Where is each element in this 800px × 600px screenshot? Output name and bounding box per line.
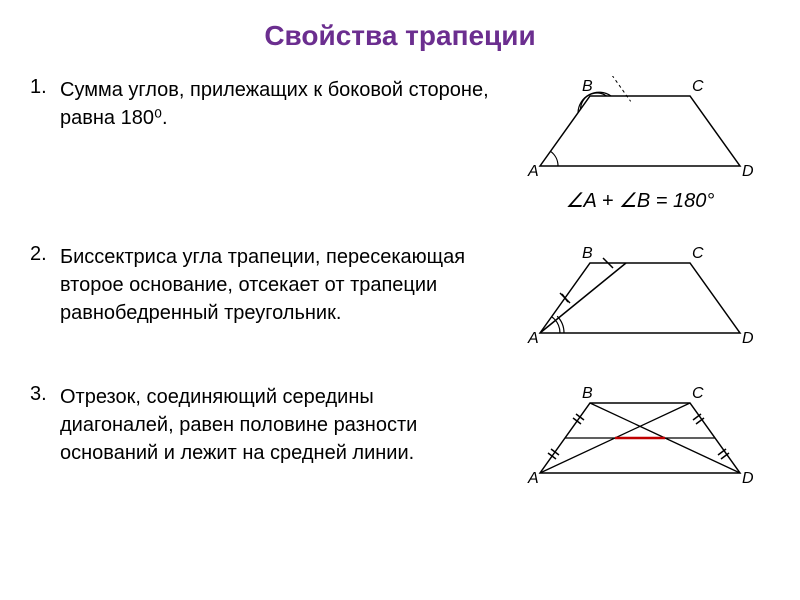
prop-number: 1. [30, 76, 50, 99]
svg-text:C: C [692, 245, 704, 262]
property-row-1: 1. Сумма углов, прилежащих к боковой сто… [30, 76, 770, 213]
prop-number: 2. [30, 243, 50, 266]
svg-text:D: D [742, 163, 754, 180]
prop-number: 3. [30, 383, 50, 406]
svg-text:A: A [527, 163, 539, 180]
diagram-3: A B C D [510, 383, 770, 493]
svg-text:A: A [527, 330, 539, 347]
page-title: Свойства трапеции [30, 20, 770, 52]
svg-text:C: C [692, 385, 704, 402]
prop-text: Отрезок, соединяющий середины диагоналей… [60, 383, 490, 467]
svg-text:C: C [692, 78, 704, 95]
svg-text:A: A [527, 470, 539, 487]
svg-text:B: B [582, 245, 593, 262]
svg-text:D: D [742, 330, 754, 347]
formula: ∠A + ∠B = 180° [566, 188, 715, 213]
svg-text:B: B [582, 385, 593, 402]
property-row-3: 3. Отрезок, соединяющий середины диагона… [30, 383, 770, 493]
prop-text: Сумма углов, прилежащих к боковой сторон… [60, 76, 490, 132]
svg-text:D: D [742, 470, 754, 487]
property-row-2: 2. Биссектриса угла трапеции, пересекающ… [30, 243, 770, 353]
prop-text: Биссектриса угла трапеции, пересекающая … [60, 243, 490, 327]
svg-text:B: B [582, 78, 593, 95]
diagram-1: A B C D ∠A + ∠B = 180° [510, 76, 770, 213]
diagram-2: A B C D [510, 243, 770, 353]
